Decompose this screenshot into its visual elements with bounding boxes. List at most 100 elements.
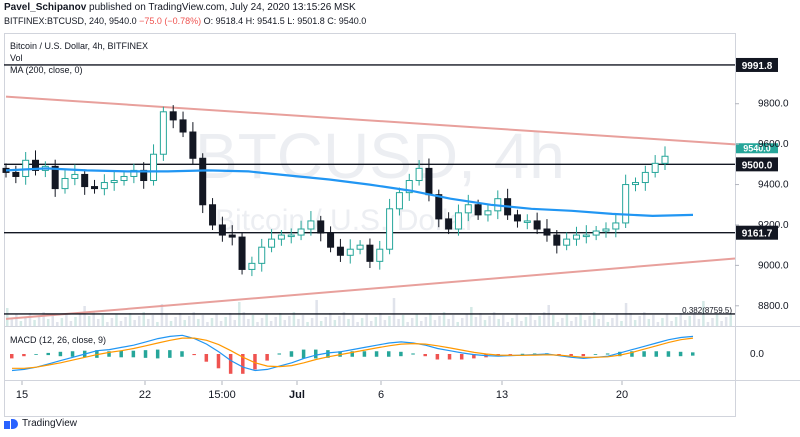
last-price-tag-label: 9540.0 [743, 143, 771, 153]
volume-bar [656, 322, 660, 326]
price-tick-label: 9600.0 [758, 139, 789, 150]
volume-bar [370, 321, 373, 326]
volume-bar [720, 321, 723, 326]
branding-text: TradingView [22, 418, 78, 429]
volume-bar [297, 319, 300, 326]
tradingview-logo[interactable]: TradingView [4, 418, 77, 429]
volume-bar [556, 322, 560, 326]
volume-bar [606, 322, 610, 326]
time-tick-label: 13 [496, 389, 508, 401]
macd-histogram-bar [447, 354, 452, 360]
candle-body [336, 246, 344, 256]
macd-histogram-bar [374, 351, 379, 357]
macd-histogram-bar [399, 351, 403, 357]
candle-body [346, 248, 354, 256]
ohlc-values: O: 9518.4 H: 9541.5 L: 9501.8 C: 9540.0 [203, 16, 367, 26]
volume-bar [351, 315, 355, 326]
volume-bar [87, 316, 91, 326]
volume-bar [588, 316, 591, 326]
volume-bar [265, 314, 268, 326]
volume-bar [329, 313, 332, 326]
volume-bar [652, 315, 655, 326]
macd-histogram-bar [277, 353, 282, 355]
volume-bar [401, 315, 405, 326]
volume-bar [215, 314, 218, 326]
candle-body [386, 208, 394, 250]
macd-histogram-bar [618, 351, 622, 357]
volume-bar [524, 317, 528, 326]
candle-body [51, 165, 59, 190]
candle-body [218, 224, 226, 236]
candle-body [159, 111, 167, 155]
legend-title: Bitcoin / U.S. Dollar, 4h, BITFINEX [10, 41, 148, 51]
volume-bar [515, 314, 519, 326]
volume-bar [474, 317, 478, 326]
volume-bar [670, 321, 673, 326]
macd-histogram-bar [472, 354, 476, 359]
volume-bar [561, 318, 564, 326]
macd-histogram-bar [216, 354, 221, 369]
volume-bar [683, 320, 687, 326]
volume-bar [356, 322, 359, 326]
price-axis[interactable]: 8800.0 9000.0 9200.0 9400.0 9600.0 9800.0 [735, 99, 789, 312]
volume-bar [611, 318, 614, 326]
macd-histogram-bar [46, 352, 50, 356]
volume-bar [592, 312, 596, 326]
volume-bar [488, 316, 491, 326]
candle-body [91, 186, 99, 190]
candle-body [464, 204, 472, 214]
level-tag [736, 225, 778, 240]
ma-200-line [5, 167, 694, 218]
macd-histogram-bar [95, 350, 99, 358]
trendline-lower [5, 257, 736, 320]
volume-bar [570, 321, 573, 326]
volume-bar [156, 322, 159, 326]
volume-bar [219, 321, 223, 326]
volume-bar [315, 300, 318, 326]
volume-bar [447, 319, 450, 326]
volume-bar [188, 316, 191, 326]
volume-bar [133, 320, 136, 326]
volume-bar [620, 321, 623, 326]
candle-body [12, 171, 20, 177]
candle-body [572, 234, 580, 240]
candle-body [651, 162, 659, 173]
volume-bar [69, 321, 73, 326]
volume-bars [6, 298, 732, 326]
volume-bar [397, 319, 400, 326]
macd-histogram-bar [691, 352, 695, 356]
candle-body [474, 204, 482, 216]
volume-bar [647, 319, 651, 326]
candle-body [376, 248, 384, 262]
volume-bar [501, 315, 505, 326]
candle-body [631, 182, 639, 186]
volume-bar [442, 312, 446, 326]
macd-histogram-bar [605, 353, 610, 355]
macd-histogram-bar [569, 354, 573, 357]
macd-histogram-bar [520, 353, 525, 355]
candle-body [395, 192, 403, 210]
volume-bar [602, 315, 605, 326]
macd-label: MACD (12, 26, close, 9) [10, 335, 106, 345]
volume-bar [665, 314, 669, 326]
level-tag-label: 9500.0 [742, 160, 773, 171]
time-axis[interactable]: 15 22 15:00 Jul 6 13 20 [16, 381, 628, 401]
volume-bar [629, 313, 632, 326]
price-tick-label: 8800.0 [758, 301, 789, 312]
watermark-symbol: BTCUSD, 4h [195, 120, 565, 192]
volume-bar [137, 316, 141, 326]
price-change: −75.0 (−0.78%) [139, 16, 202, 26]
volume-bar [124, 317, 127, 326]
candle-body [533, 220, 541, 230]
candle-body [248, 262, 256, 270]
candle-body [287, 234, 295, 238]
volume-bar [97, 319, 100, 326]
volume-bar [56, 322, 59, 326]
volume-bar [178, 313, 182, 326]
volume-bar [28, 313, 32, 326]
volume-bar [260, 318, 264, 326]
price-tick-label: 9400.0 [758, 180, 789, 191]
time-tick-label: 15 [16, 389, 28, 401]
volume-bar [520, 321, 523, 326]
